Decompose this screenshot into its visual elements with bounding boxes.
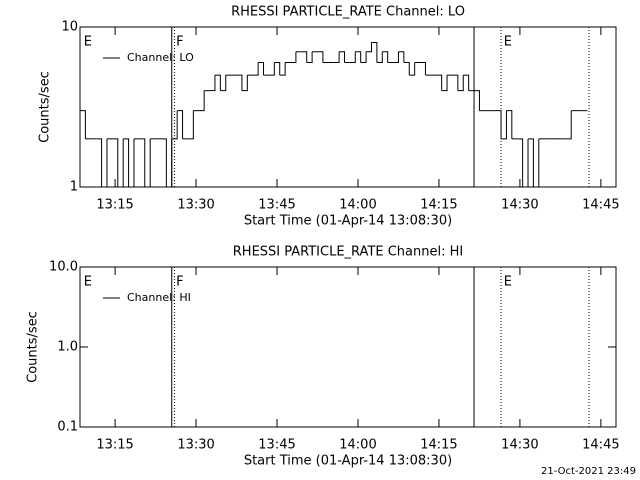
x-tick-label: 14:45 [582, 438, 619, 453]
step-segment [209, 75, 216, 92]
step-segment [112, 138, 119, 187]
x-tick-label: 14:15 [420, 438, 457, 453]
step-segment [290, 51, 297, 63]
x-tick-label: 13:45 [258, 438, 295, 453]
step-segment [441, 75, 448, 92]
y-tick-label: 0.1 [57, 420, 78, 435]
flag-label: F [176, 35, 183, 50]
step-segment [117, 138, 124, 188]
x-axis-title: Start Time (01-Apr-14 13:08:30) [244, 214, 452, 229]
y-axis-title: Counts/sec [26, 311, 41, 383]
step-segment [274, 61, 281, 76]
step-segment [198, 90, 205, 112]
step-segment [317, 51, 324, 63]
step-segment [436, 74, 443, 91]
x-tick-label: 13:45 [258, 198, 295, 213]
x-tick-label: 14:30 [501, 438, 538, 453]
step-segment [177, 110, 184, 139]
step-segment [457, 75, 464, 92]
step-segment [220, 75, 227, 92]
x-tick-label: 13:15 [96, 438, 133, 453]
flag-label: F [176, 275, 183, 290]
step-segment [258, 61, 265, 76]
step-segment [214, 74, 221, 91]
chart-title: RHESSI PARTICLE_RATE Channel: LO [231, 5, 465, 20]
y-tick-label: 1.0 [57, 340, 78, 355]
step-segment [565, 110, 572, 140]
step-segment [123, 138, 130, 187]
step-segment [166, 138, 173, 188]
flag-label: E [84, 35, 92, 50]
x-tick-label: 14:00 [339, 438, 376, 453]
step-segment [533, 138, 540, 188]
step-segment [528, 138, 534, 187]
x-tick-label: 13:15 [96, 198, 133, 213]
timestamp: 21-Oct-2021 23:49 [541, 466, 636, 477]
step-segment [144, 138, 151, 188]
step-segment [160, 138, 167, 187]
flag-label: E [504, 275, 512, 290]
step-segment [339, 51, 345, 63]
step-segment [349, 51, 356, 63]
step-segment [187, 110, 194, 140]
x-tick-label: 14:45 [582, 198, 619, 213]
legend-label: Channel: LO [127, 51, 194, 64]
step-segment [128, 138, 135, 188]
step-segment [80, 110, 86, 139]
step-segment [420, 61, 426, 76]
step-segment [506, 110, 513, 139]
step-segment [376, 51, 383, 63]
step-segment [101, 138, 108, 188]
step-segment [171, 110, 178, 140]
step-segment [355, 51, 362, 63]
step-segment [360, 51, 367, 63]
step-segment [366, 42, 372, 53]
step-segment [501, 110, 507, 140]
step-segment [252, 62, 259, 76]
step-segment [463, 74, 470, 91]
step-segment [371, 42, 378, 63]
flag-label: E [84, 275, 92, 290]
step-segment [333, 51, 340, 63]
step-segment [495, 110, 502, 139]
y-tick-label: 1 [70, 180, 78, 195]
x-tick-label: 13:30 [177, 198, 214, 213]
chart-title: RHESSI PARTICLE_RATE Channel: HI [233, 245, 463, 260]
step-segment [398, 51, 405, 63]
step-segment [279, 62, 286, 76]
y-tick-label: 10.0 [49, 260, 78, 275]
plot-frame [79, 26, 617, 188]
step-segment [301, 51, 308, 63]
x-tick-label: 14:00 [339, 198, 376, 213]
x-tick-label: 14:15 [420, 198, 457, 213]
step-segment [403, 61, 410, 76]
step-segment [382, 51, 389, 63]
step-segment [517, 138, 524, 187]
step-segment [241, 75, 248, 92]
step-segment [393, 51, 399, 63]
x-tick-label: 14:30 [501, 198, 538, 213]
flag-label: E [504, 35, 512, 50]
x-tick-label: 13:30 [177, 438, 214, 453]
y-axis-title: Counts/sec [38, 71, 53, 143]
legend-label: Channel: HI [127, 291, 191, 304]
x-axis-title: Start Time (01-Apr-14 13:08:30) [244, 454, 452, 469]
step-segment [452, 74, 459, 91]
step-segment [236, 74, 243, 91]
step-segment [522, 138, 529, 188]
step-segment [139, 138, 146, 187]
step-segment [474, 90, 480, 111]
step-segment [306, 51, 313, 63]
y-tick-label: 10 [61, 20, 78, 35]
step-segment [409, 62, 416, 76]
step-segment [268, 62, 275, 76]
step-segment [96, 138, 103, 187]
